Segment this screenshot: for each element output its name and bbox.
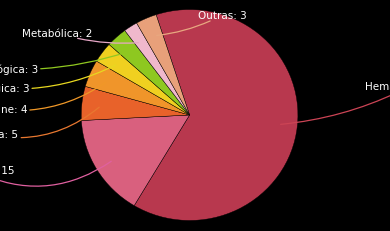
Wedge shape (81, 87, 190, 121)
Text: Outras: 3: Outras: 3 (157, 11, 247, 36)
Wedge shape (96, 45, 190, 116)
Text: Infecciosa: 5: Infecciosa: 5 (0, 108, 99, 139)
Text: Hematológica: 61: Hematológica: 61 (281, 81, 390, 125)
Text: Neurológica: 15: Neurológica: 15 (0, 161, 111, 186)
Text: Cardiológica: 3: Cardiológica: 3 (0, 66, 115, 93)
Wedge shape (109, 31, 190, 116)
Text: Autoimune: 4: Autoimune: 4 (0, 83, 106, 114)
Wedge shape (136, 16, 190, 116)
Text: Dermatológica: 3: Dermatológica: 3 (0, 53, 127, 75)
Text: Metabólica: 2: Metabólica: 2 (22, 29, 138, 44)
Wedge shape (85, 62, 190, 116)
Wedge shape (134, 10, 298, 221)
Wedge shape (125, 24, 190, 116)
Wedge shape (82, 116, 190, 206)
